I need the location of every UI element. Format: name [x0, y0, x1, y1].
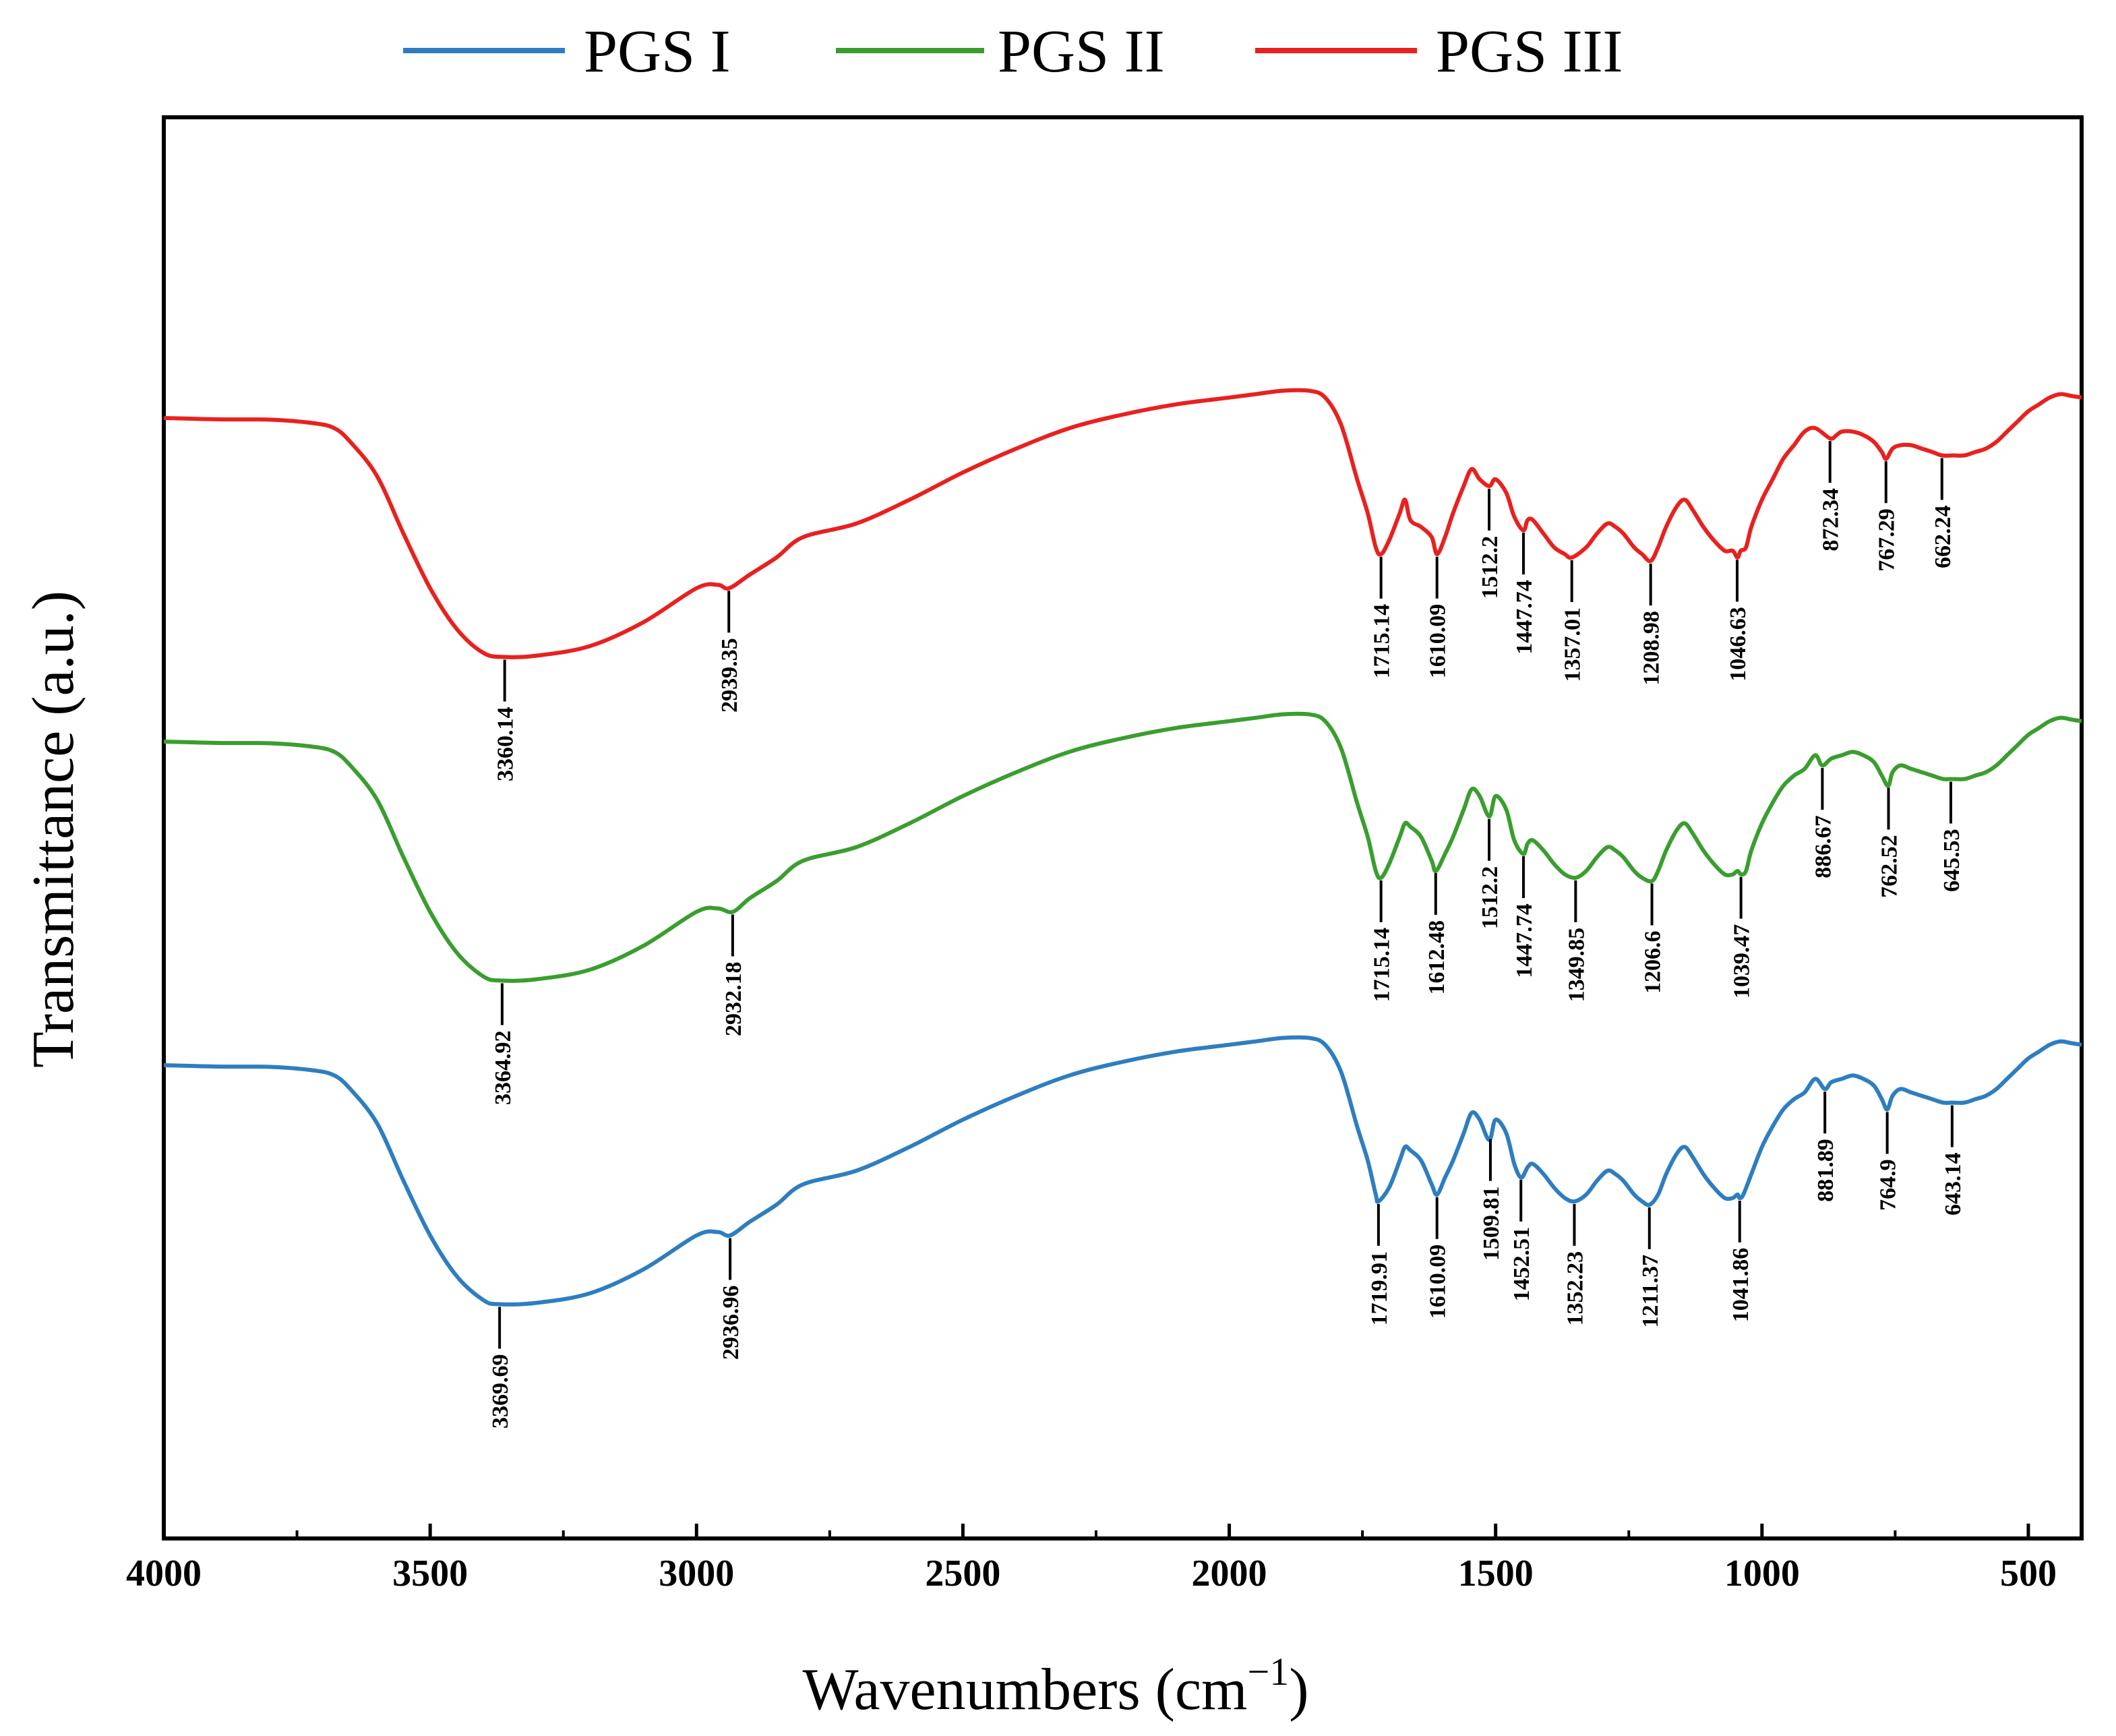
- peak-label: 1719.91: [1367, 1251, 1392, 1326]
- peak-label: 1208.98: [1639, 611, 1664, 686]
- peak-label: 1715.14: [1370, 604, 1395, 679]
- series-layer: [163, 388, 2082, 1307]
- peak-label: 2932.18: [721, 962, 746, 1037]
- peak-label: 1039.47: [1730, 924, 1755, 999]
- x-axis-ticks: 4000 3500 3000 2500 2000 1500 1000 500: [126, 1524, 2057, 1594]
- x-tick-label: 2500: [925, 1553, 1000, 1594]
- peak-label: 3364.92: [491, 1031, 516, 1106]
- x-tick-label: 1500: [1458, 1553, 1534, 1594]
- peak-label: 2939.35: [717, 638, 742, 713]
- peak-label: 872.34: [1819, 488, 1844, 551]
- peak-label: 881.89: [1813, 1139, 1838, 1202]
- peak-label: 886.67: [1811, 815, 1836, 878]
- peak-label: 1041.86: [1728, 1248, 1753, 1323]
- peak-label: 3360.14: [493, 707, 518, 782]
- peak-label: 2936.96: [719, 1286, 744, 1360]
- legend-label-pgs-i: PGS I: [584, 18, 731, 85]
- peak-label: 1352.23: [1563, 1251, 1588, 1326]
- y-axis-title: Transmittance (a.u.): [21, 591, 86, 1068]
- x-tick-label: 1000: [1724, 1553, 1800, 1594]
- legend-label-pgs-ii: PGS II: [998, 18, 1165, 85]
- peak-annotations: 3369.69 2936.96 1719.91 1610.09 1509.811452.…: [488, 441, 1966, 1429]
- x-axis-title: Wavenumbers (cm−1): [802, 1650, 1308, 1723]
- series-line-pgs-i: [163, 1035, 2082, 1307]
- peak-label: 645.53: [1939, 829, 1964, 893]
- x-tick-label: 3500: [392, 1553, 468, 1594]
- x-tick-label: 2000: [1192, 1553, 1267, 1594]
- x-axis-title-sup: −1: [1247, 1650, 1289, 1694]
- x-tick-label: 4000: [126, 1553, 202, 1594]
- x-tick-label: 3000: [659, 1553, 734, 1594]
- legend: PGS I PGS II PGS III: [403, 18, 1623, 85]
- series-line-pgs-ii: [163, 711, 2082, 983]
- peak-label: 1357.01: [1561, 607, 1585, 682]
- peak-label: 764.9: [1876, 1159, 1901, 1211]
- peak-label: 1447.74: [1512, 580, 1537, 655]
- x-tick-label: 500: [2000, 1553, 2057, 1594]
- peak-label: 762.52: [1877, 835, 1902, 898]
- peak-label: 1046.63: [1726, 607, 1751, 682]
- x-axis-title-main: Wavenumbers (cm: [802, 1657, 1247, 1723]
- x-axis-title-close: ): [1289, 1657, 1308, 1723]
- peak-label: 1206.6: [1641, 931, 1666, 994]
- peak-label: 1612.48: [1424, 920, 1449, 995]
- peak-label: 1715.14: [1370, 928, 1395, 1002]
- peak-label: 1610.09: [1426, 1245, 1451, 1319]
- series-line-pgs-iii: [163, 388, 2082, 659]
- peak-label: 1452.51: [1509, 1227, 1534, 1302]
- peak-label: 643.14: [1941, 1153, 1966, 1216]
- peak-label: 662.24: [1931, 506, 1956, 569]
- peak-label: 1512.2: [1478, 866, 1503, 930]
- legend-label-pgs-iii: PGS III: [1436, 18, 1623, 85]
- peak-label: 1211.37: [1638, 1255, 1663, 1328]
- peak-label: 1610.09: [1426, 604, 1451, 679]
- peak-label: 767.29: [1875, 508, 1900, 572]
- plot-frame: [162, 115, 2084, 1540]
- peak-label: 3369.69: [488, 1354, 513, 1429]
- peak-label: 1447.74: [1512, 903, 1537, 978]
- peak-label: 1512.2: [1478, 536, 1503, 599]
- peak-label: 1509.81: [1479, 1187, 1504, 1261]
- peak-label: 1349.85: [1564, 928, 1589, 1002]
